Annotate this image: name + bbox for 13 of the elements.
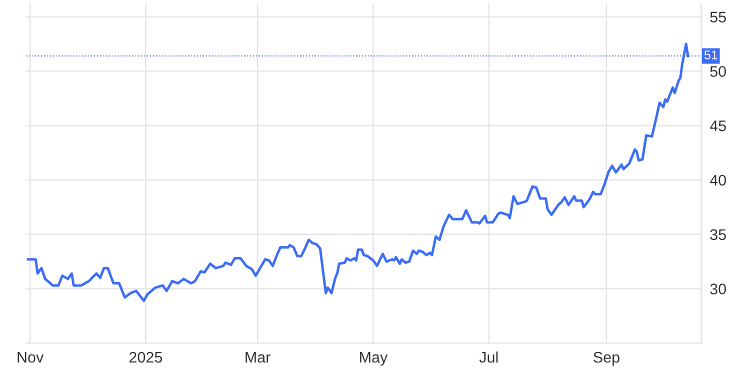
ref-line-label: 51 — [704, 50, 718, 60]
x-tick-label: 2025 — [129, 352, 162, 363]
y-tick-label: 45 — [710, 120, 726, 132]
x-tick-label: Nov — [18, 352, 44, 363]
y-tick-label: 30 — [710, 284, 726, 294]
y-tick-label: 55 — [710, 12, 726, 22]
y-tick-label: 40 — [710, 174, 726, 186]
y-tick-label: 50 — [710, 66, 726, 77]
x-tick-label: May — [360, 352, 388, 366]
x-tick-label: Mar — [246, 352, 270, 363]
x-tick-label: Jul — [479, 351, 498, 363]
y-tick-label: 35 — [710, 229, 726, 240]
x-tick-label: Sep — [594, 352, 620, 366]
